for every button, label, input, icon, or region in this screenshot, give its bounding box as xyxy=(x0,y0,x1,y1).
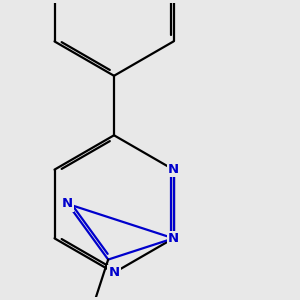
Text: N: N xyxy=(168,232,179,245)
Text: N: N xyxy=(108,266,120,279)
Text: N: N xyxy=(168,163,179,176)
Text: N: N xyxy=(62,197,73,211)
